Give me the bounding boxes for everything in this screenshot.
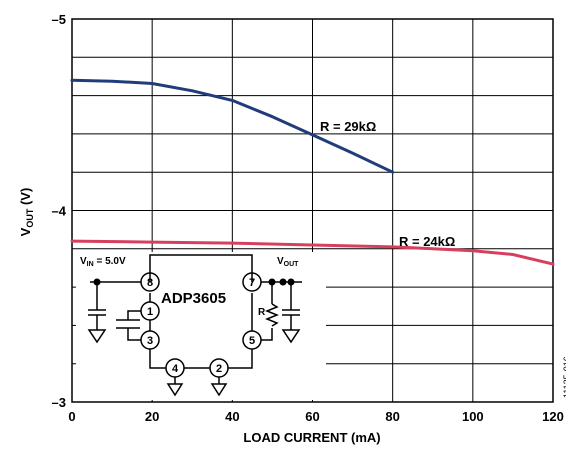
svg-text:2: 2: [216, 363, 222, 375]
resistor-label: R: [258, 307, 266, 318]
series-line-1: [70, 239, 555, 266]
series-label-24k: R = 24kΩ: [399, 234, 455, 249]
series-layer: [70, 78, 555, 266]
tick-labels: 0 20 40 60 80 100 120 –3 –4 –5: [52, 12, 564, 424]
x-tick-label-3: 60: [305, 409, 319, 424]
y-tick-label-2: –5: [52, 12, 66, 27]
inset-background: [76, 252, 326, 400]
chip-outline: [149, 254, 253, 369]
resistor-wiring: [261, 282, 273, 341]
series-line-0: [70, 78, 395, 174]
chip-name: ADP3605: [161, 290, 226, 307]
vin-ground-icon: [87, 329, 107, 344]
x-axis-label: LOAD CURRENT (mA): [243, 430, 380, 445]
pin-2: 2: [209, 358, 229, 378]
pin4-ground-icon: [166, 377, 184, 397]
y-axis-label-main: V: [18, 227, 33, 236]
x-tick-label-6: 120: [542, 409, 564, 424]
pin-7: 7: [242, 272, 262, 292]
series-label-29k: R = 29kΩ: [320, 119, 376, 134]
pin-4: 4: [165, 358, 185, 378]
pin-1: 1: [140, 301, 160, 321]
svg-text:1: 1: [147, 306, 153, 318]
x-tick-label-4: 80: [385, 409, 399, 424]
svg-text:8: 8: [147, 277, 153, 289]
vout-ground-icon: [281, 329, 301, 344]
pin1-pin3-capacitor: [116, 319, 140, 329]
circuit-inset: VIN = 5.0V VOUT ADP3605 R 8 1: [76, 252, 326, 400]
plot-frame: [71, 18, 554, 403]
vout-capacitor: [282, 282, 300, 330]
x-tick-label-1: 20: [145, 409, 159, 424]
pin2-ground-icon: [210, 377, 228, 397]
y-tick-label-1: –4: [52, 204, 67, 219]
vout-node-2: [279, 278, 287, 286]
pin-5: 5: [242, 330, 262, 350]
pin-8: 8: [140, 272, 160, 292]
svg-text:5: 5: [249, 335, 255, 347]
pin-3: 3: [140, 330, 160, 350]
y-axis-label-unit: (V): [18, 188, 33, 209]
svg-text:4: 4: [172, 363, 179, 375]
resistor-icon: [264, 303, 280, 327]
vout-label: VOUT: [277, 256, 299, 268]
y-tick-label-0: –3: [52, 395, 66, 410]
pin1-pin3-wiring: [127, 310, 141, 341]
svg-text:7: 7: [249, 277, 255, 289]
y-axis-label-sub: OUT: [25, 208, 35, 228]
x-tick-label-2: 40: [225, 409, 239, 424]
vin-capacitor: [88, 282, 106, 330]
y-axis-label: VOUT (V): [18, 188, 35, 237]
svg-text:3: 3: [147, 335, 153, 347]
figure-id: 11125-016: [562, 356, 566, 398]
x-tick-label-0: 0: [68, 409, 75, 424]
vin-label: VIN = 5.0V: [80, 256, 126, 268]
x-tick-label-5: 100: [462, 409, 484, 424]
grid-lines: [71, 18, 554, 403]
